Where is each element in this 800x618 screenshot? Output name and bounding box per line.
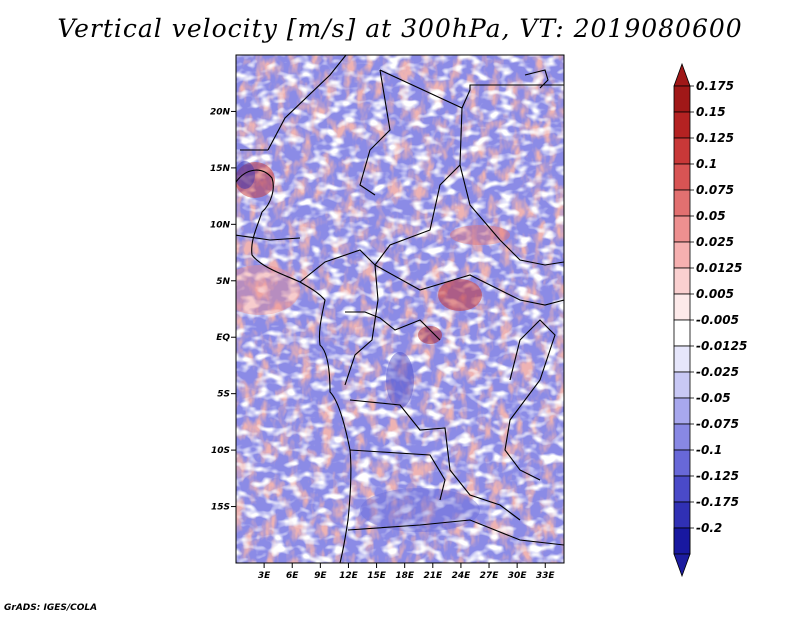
colorbar-swatch	[673, 319, 691, 347]
colorbar-swatch	[673, 475, 691, 503]
lat-tick-label: 20N	[210, 107, 231, 117]
colorbar-label: 0.0125	[696, 261, 742, 275]
colorbar-swatch	[673, 501, 691, 529]
colorbar-label: -0.025	[696, 365, 739, 379]
lat-tick-label: EQ	[216, 333, 230, 343]
lon-tick-label: 18E	[395, 571, 415, 581]
colorbar-swatch	[673, 423, 691, 451]
lon-tick-label: 3E	[258, 571, 271, 581]
colorbar-label: -0.1	[696, 443, 722, 457]
colorbar-swatch	[673, 267, 691, 295]
lon-tick-label: 27E	[480, 571, 500, 581]
latitude-axis: 20N 15N 10N 5N EQ 5S 10S 15S	[210, 107, 236, 513]
lat-tick-label: 10S	[211, 446, 230, 456]
colorbar-swatch	[673, 397, 691, 425]
map-frame	[235, 54, 565, 564]
country-borders	[236, 55, 564, 563]
colorbar-swatch	[673, 449, 691, 477]
colorbar: 0.175 0.15 0.125 0.1 0.075 0.05 0.025 0.0125 0.0…	[673, 62, 747, 578]
lon-tick-label: 6E	[286, 571, 299, 581]
lat-tick-label: 5N	[216, 277, 230, 287]
lat-tick-label: 5S	[217, 390, 230, 400]
colorbar-label: 0.05	[696, 209, 726, 223]
colorbar-swatch	[673, 241, 691, 269]
grads-credit: GrADS: IGES/COLA	[4, 603, 98, 613]
colorbar-label: 0.005	[696, 287, 734, 301]
map-title: Vertical velocity [m/s] at 300hPa, VT: 2…	[57, 14, 743, 43]
colorbar-label: 0.175	[696, 79, 734, 93]
colorbar-swatch	[673, 293, 691, 321]
colorbar-swatch	[673, 85, 691, 113]
colorbar-label: -0.175	[696, 495, 739, 509]
lat-tick-label: 15N	[210, 164, 231, 174]
colorbar-bottom-arrow	[673, 553, 691, 578]
colorbar-label: -0.125	[696, 469, 739, 483]
colorbar-top-arrow	[673, 62, 691, 87]
lon-tick-label: 21E	[423, 571, 443, 581]
colorbar-label: 0.025	[696, 235, 734, 249]
lat-tick-label: 10N	[210, 220, 231, 230]
colorbar-swatch	[673, 111, 691, 139]
colorbar-swatch	[673, 215, 691, 243]
lon-tick-label: 15E	[367, 571, 387, 581]
colorbar-label: -0.0125	[696, 339, 747, 353]
lat-tick-label: 15S	[211, 503, 230, 513]
colorbar-label: 0.125	[696, 131, 734, 145]
colorbar-label: -0.005	[696, 313, 739, 327]
colorbar-swatch	[673, 137, 691, 165]
colorbar-label: -0.05	[696, 391, 731, 405]
longitude-axis: 3E 6E 9E 12E 15E 18E 21E 24E 27E 30E 33E	[258, 563, 556, 581]
colorbar-swatch	[673, 163, 691, 191]
lon-tick-label: 33E	[536, 571, 556, 581]
colorbar-label: -0.075	[696, 417, 739, 431]
colorbar-label: 0.15	[696, 105, 726, 119]
colorbar-bottom-swatch	[673, 527, 691, 555]
lon-tick-label: 24E	[452, 571, 472, 581]
lon-tick-label: 30E	[508, 571, 528, 581]
colorbar-label: -0.2	[696, 521, 722, 535]
lon-tick-label: 12E	[339, 571, 359, 581]
lon-tick-label: 9E	[314, 571, 327, 581]
colorbar-swatch	[673, 189, 691, 217]
colorbar-swatch	[673, 371, 691, 399]
colorbar-label: 0.1	[696, 157, 717, 171]
colorbar-swatch	[673, 345, 691, 373]
colorbar-label: 0.075	[696, 183, 734, 197]
velocity-field	[236, 55, 564, 563]
